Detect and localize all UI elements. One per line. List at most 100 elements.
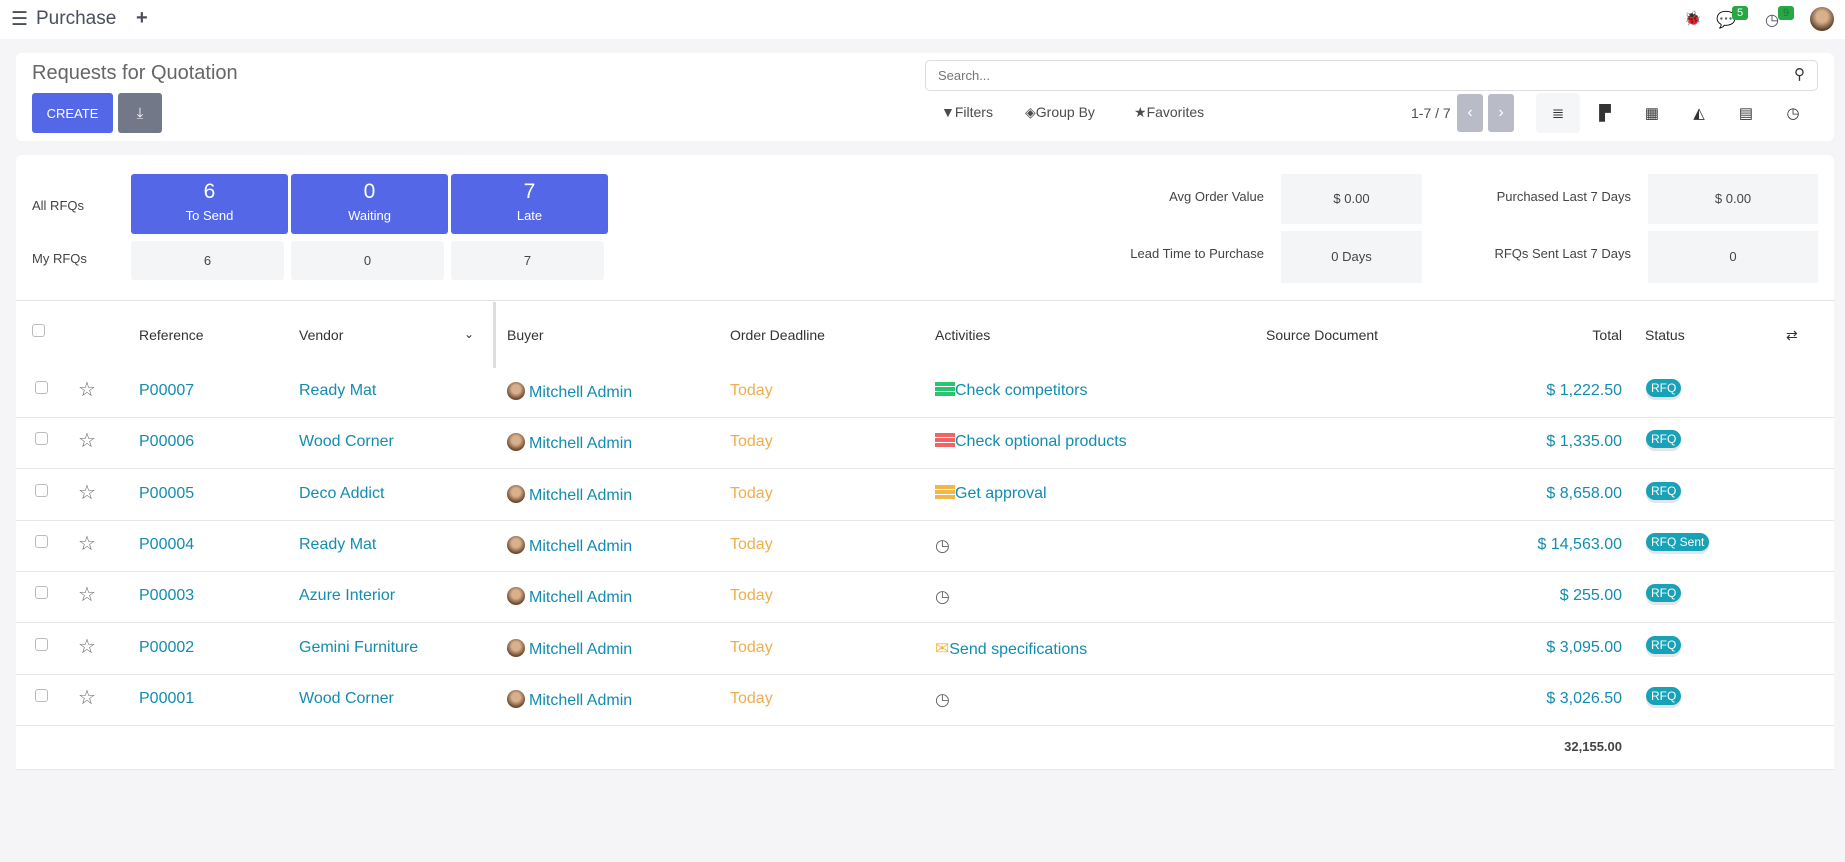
table-row[interactable]: ☆ P00004 Ready Mat Mitchell Admin Today … [16, 521, 1834, 572]
my-rfqs-tile[interactable]: 0 [291, 241, 444, 280]
group-by-button[interactable]: ◈Group By [1025, 104, 1095, 121]
tile-waiting[interactable]: 0 Waiting [291, 174, 448, 234]
clock-icon[interactable]: ◷ [1765, 12, 1779, 29]
reference[interactable]: P00004 [139, 535, 195, 553]
buyer[interactable]: Mitchell Admin [507, 535, 632, 556]
chevron-down-icon[interactable]: ⌄ [464, 327, 475, 341]
column-source-document[interactable]: Source Document [1266, 327, 1379, 343]
stat-value[interactable]: 0 Days [1281, 231, 1422, 283]
reference[interactable]: P00003 [139, 587, 195, 605]
star-icon[interactable]: ☆ [78, 686, 96, 709]
pager-previous-button[interactable]: ‹ [1457, 94, 1483, 132]
todo-list-icon[interactable] [935, 484, 955, 500]
select-all-checkbox[interactable] [32, 324, 45, 337]
list-view-button[interactable]: ≣ [1536, 93, 1580, 133]
pager-next-button[interactable]: › [1488, 94, 1514, 132]
table-row[interactable]: ☆ P00006 Wood Corner Mitchell Admin Toda… [16, 418, 1834, 470]
buyer[interactable]: Mitchell Admin [507, 433, 632, 453]
clock-icon[interactable]: ◷ [935, 587, 950, 607]
row-checkbox[interactable] [35, 534, 48, 548]
vendor[interactable]: Ready Mat [299, 382, 377, 399]
todo-list-icon[interactable] [935, 382, 955, 397]
hamburger-icon[interactable]: ☰ [11, 9, 29, 30]
clock-icon[interactable]: ◷ [935, 535, 950, 555]
star-icon[interactable]: ☆ [78, 430, 96, 453]
buyer[interactable]: Mitchell Admin [507, 638, 632, 659]
vendor[interactable]: Wood Corner [299, 689, 394, 707]
activity[interactable]: Check optional products [935, 433, 1127, 451]
activity[interactable]: ◷ [935, 536, 950, 556]
plus-icon[interactable]: + [136, 7, 148, 29]
activity-view-button[interactable]: ◷ [1771, 93, 1815, 133]
envelope-icon[interactable]: ✉ [935, 638, 950, 658]
column-resize-handle[interactable] [493, 302, 496, 368]
table-row[interactable]: ☆ P00007 Ready Mat Mitchell Admin Today … [16, 367, 1834, 418]
app-title[interactable]: Purchase [36, 8, 117, 29]
bug-icon[interactable]: 🐞 [1684, 10, 1702, 26]
reference[interactable]: P00005 [139, 484, 195, 502]
star-icon[interactable]: ☆ [78, 379, 96, 401]
search-input[interactable] [925, 60, 1818, 91]
vendor[interactable]: Azure Interior [299, 587, 396, 605]
filters-button[interactable]: ▼Filters [941, 104, 993, 120]
reference[interactable]: P00006 [139, 433, 195, 451]
stat-value[interactable]: $ 0.00 [1281, 174, 1422, 224]
star-icon[interactable]: ☆ [78, 584, 96, 607]
row-checkbox[interactable] [35, 637, 48, 651]
tile-to-send[interactable]: 6 To Send [131, 174, 288, 234]
activity[interactable]: Check competitors [935, 382, 1088, 400]
pager-value[interactable]: 1-7 / 7 [1411, 105, 1451, 121]
star-icon[interactable]: ☆ [78, 481, 96, 504]
my-rfqs-tile[interactable]: 7 [451, 241, 604, 280]
activity[interactable]: ◷ [935, 690, 950, 710]
buyer[interactable]: Mitchell Admin [507, 382, 632, 402]
table-row[interactable]: ☆ P00001 Wood Corner Mitchell Admin Toda… [16, 675, 1834, 726]
column-status[interactable]: Status [1645, 327, 1685, 343]
table-row[interactable]: ☆ P00003 Azure Interior Mitchell Admin T… [16, 572, 1834, 624]
graph-view-button[interactable]: ◭ [1677, 93, 1721, 133]
stat-value[interactable]: $ 0.00 [1648, 174, 1818, 224]
reference[interactable]: P00002 [139, 638, 195, 656]
activity[interactable]: ✉Send specifications [935, 639, 1087, 659]
reference[interactable]: P00001 [139, 689, 195, 707]
optional-columns-icon[interactable]: ⇄ [1786, 327, 1798, 343]
vendor[interactable]: Gemini Furniture [299, 638, 419, 656]
vendor[interactable]: Wood Corner [299, 433, 394, 451]
row-checkbox[interactable] [35, 483, 48, 497]
stat-value[interactable]: 0 [1648, 231, 1818, 283]
table-row[interactable]: ☆ P00005 Deco Addict Mitchell Admin Toda… [16, 470, 1834, 521]
download-button[interactable]: ⤓ [118, 93, 162, 133]
create-button[interactable]: CREATE [32, 93, 113, 133]
column-buyer[interactable]: Buyer [507, 327, 544, 343]
column-activities[interactable]: Activities [935, 327, 991, 343]
row-checkbox[interactable] [35, 586, 48, 600]
star-icon[interactable]: ☆ [78, 532, 96, 555]
chat-icon[interactable]: 💬 [1716, 12, 1736, 29]
buyer[interactable]: Mitchell Admin [507, 587, 632, 607]
column-vendor[interactable]: Vendor [299, 327, 344, 343]
search-icon[interactable]: ⚲ [1794, 66, 1805, 83]
column-reference[interactable]: Reference [139, 327, 204, 343]
activity[interactable]: ◷ [935, 587, 950, 607]
row-checkbox[interactable] [35, 688, 48, 702]
buyer[interactable]: Mitchell Admin [507, 689, 632, 710]
column-order-deadline[interactable]: Order Deadline [730, 327, 825, 343]
kanban-view-button[interactable]: ▛ [1583, 93, 1627, 133]
activity[interactable]: Get approval [935, 484, 1047, 503]
favorites-button[interactable]: ★Favorites [1134, 104, 1204, 121]
table-row[interactable]: ☆ P00002 Gemini Furniture Mitchell Admin… [16, 624, 1834, 675]
column-total[interactable]: Total [1592, 327, 1622, 343]
pivot-view-button[interactable]: ▦ [1630, 93, 1674, 133]
buyer[interactable]: Mitchell Admin [507, 484, 632, 505]
reference[interactable]: P00007 [139, 382, 195, 399]
vendor[interactable]: Ready Mat [299, 535, 377, 553]
star-icon[interactable]: ☆ [78, 635, 96, 658]
my-rfqs-tile[interactable]: 6 [131, 241, 284, 280]
row-checkbox[interactable] [35, 432, 48, 446]
clock-icon[interactable]: ◷ [935, 689, 950, 709]
user-avatar[interactable] [1810, 7, 1834, 31]
todo-list-icon[interactable] [935, 433, 955, 449]
calendar-view-button[interactable]: ▤ [1724, 93, 1768, 133]
vendor[interactable]: Deco Addict [299, 484, 385, 502]
row-checkbox[interactable] [35, 381, 48, 394]
